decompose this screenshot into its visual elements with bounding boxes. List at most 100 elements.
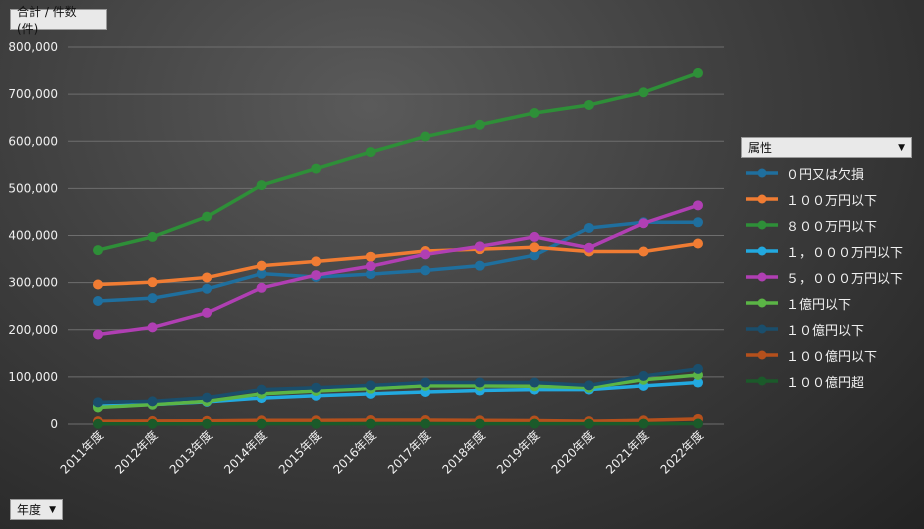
x-tick-label: 2011年度	[57, 428, 106, 477]
data-point[interactable]	[420, 265, 431, 276]
data-point[interactable]	[202, 272, 213, 283]
data-point[interactable]	[202, 307, 213, 318]
data-point[interactable]	[311, 163, 322, 174]
data-point[interactable]	[638, 87, 649, 98]
data-point[interactable]	[93, 397, 103, 408]
data-point[interactable]	[583, 99, 594, 110]
series-line	[97, 373, 699, 410]
legend-item: ５，０００万円以下	[744, 264, 903, 290]
data-point[interactable]	[474, 260, 485, 271]
legend-label: １００万円以下	[786, 193, 878, 209]
data-point[interactable]	[93, 279, 103, 290]
x-tick-label: 2021年度	[602, 428, 651, 477]
legend-label: ０円又は欠損	[786, 167, 865, 183]
data-point[interactable]	[256, 282, 267, 293]
data-point[interactable]	[311, 418, 322, 429]
data-point[interactable]	[147, 322, 158, 333]
data-point[interactable]	[365, 269, 376, 280]
data-point[interactable]	[693, 200, 703, 211]
data-point[interactable]	[474, 377, 485, 388]
data-point[interactable]	[93, 418, 103, 429]
legend-label: １０億円以下	[786, 323, 865, 339]
y-tick-label: 800,000	[8, 40, 58, 54]
data-point[interactable]	[693, 217, 703, 228]
x-tick-label: 2012年度	[111, 428, 160, 477]
data-point[interactable]	[693, 377, 703, 388]
data-point[interactable]	[693, 418, 703, 429]
data-point[interactable]	[638, 418, 649, 429]
data-point[interactable]	[420, 249, 431, 260]
data-point[interactable]	[474, 119, 485, 130]
data-point[interactable]	[93, 296, 103, 307]
data-point[interactable]	[365, 418, 376, 429]
data-point[interactable]	[365, 147, 376, 158]
data-point[interactable]	[256, 418, 267, 429]
data-point[interactable]	[256, 384, 267, 395]
data-point[interactable]	[93, 329, 103, 340]
data-point[interactable]	[147, 418, 158, 429]
data-point[interactable]	[529, 250, 540, 261]
data-point[interactable]	[147, 231, 158, 242]
data-point[interactable]	[202, 418, 213, 429]
data-point[interactable]	[529, 242, 540, 253]
data-point[interactable]	[365, 251, 376, 262]
data-point[interactable]	[529, 377, 540, 388]
legend-item: １００億円以下	[744, 342, 903, 368]
data-point[interactable]	[93, 245, 103, 256]
data-point[interactable]	[583, 242, 594, 253]
legend-item: ０円又は欠損	[744, 160, 903, 186]
data-point[interactable]	[420, 418, 431, 429]
data-point[interactable]	[256, 260, 267, 271]
data-point[interactable]	[147, 277, 158, 288]
data-point[interactable]	[583, 380, 594, 391]
y-axis-tick-labels: 0 100,000 200,000 300,000 400,000 500,000 600,…	[8, 40, 58, 431]
data-point[interactable]	[420, 131, 431, 142]
data-point[interactable]	[147, 293, 158, 304]
data-point[interactable]	[693, 363, 703, 374]
data-point[interactable]	[256, 268, 267, 279]
measure-field-label: 合計 / 件数 (件)	[17, 4, 77, 36]
data-point[interactable]	[529, 231, 540, 242]
data-point[interactable]	[529, 107, 540, 118]
data-point[interactable]	[638, 370, 649, 381]
data-point[interactable]	[583, 222, 594, 233]
y-tick-label: 200,000	[8, 323, 58, 337]
legend-label: １００億円以下	[786, 349, 878, 365]
series-2	[93, 238, 703, 290]
data-point[interactable]	[583, 418, 594, 429]
data-point[interactable]	[693, 67, 703, 78]
legend-swatch	[746, 324, 778, 334]
data-point[interactable]	[529, 418, 540, 429]
data-point[interactable]	[202, 283, 213, 294]
data-point[interactable]	[474, 418, 485, 429]
data-point[interactable]	[202, 211, 213, 222]
measure-field-button[interactable]: 合計 / 件数 (件)	[10, 5, 107, 36]
legend-item: １０億円以下	[744, 316, 903, 342]
data-point[interactable]	[693, 238, 703, 249]
data-point[interactable]	[311, 382, 322, 393]
axis-field-button[interactable]: 年度 ▼	[10, 499, 63, 520]
data-point[interactable]	[147, 396, 158, 407]
data-point[interactable]	[474, 241, 485, 252]
series-lines	[93, 67, 703, 429]
data-point[interactable]	[420, 377, 431, 388]
legend-filter-button[interactable]: 属性 ▼	[741, 137, 912, 158]
series-line	[97, 71, 699, 252]
data-point[interactable]	[202, 392, 213, 403]
y-tick-label: 600,000	[8, 134, 58, 148]
data-point[interactable]	[365, 380, 376, 391]
legend-label: １００億円超	[786, 375, 865, 391]
legend-item: １，０００万円以下	[744, 238, 903, 264]
data-point[interactable]	[256, 180, 267, 191]
legend-item: ８００万円以下	[744, 212, 903, 238]
data-point[interactable]	[311, 256, 322, 267]
y-tick-label: 300,000	[8, 276, 58, 290]
data-point[interactable]	[365, 261, 376, 272]
x-tick-label: 2019年度	[493, 428, 542, 477]
legend-label: ５，０００万円以下	[786, 271, 904, 287]
legend-swatch	[746, 194, 778, 204]
data-point[interactable]	[638, 246, 649, 257]
data-point[interactable]	[311, 270, 322, 281]
data-point[interactable]	[638, 218, 649, 229]
